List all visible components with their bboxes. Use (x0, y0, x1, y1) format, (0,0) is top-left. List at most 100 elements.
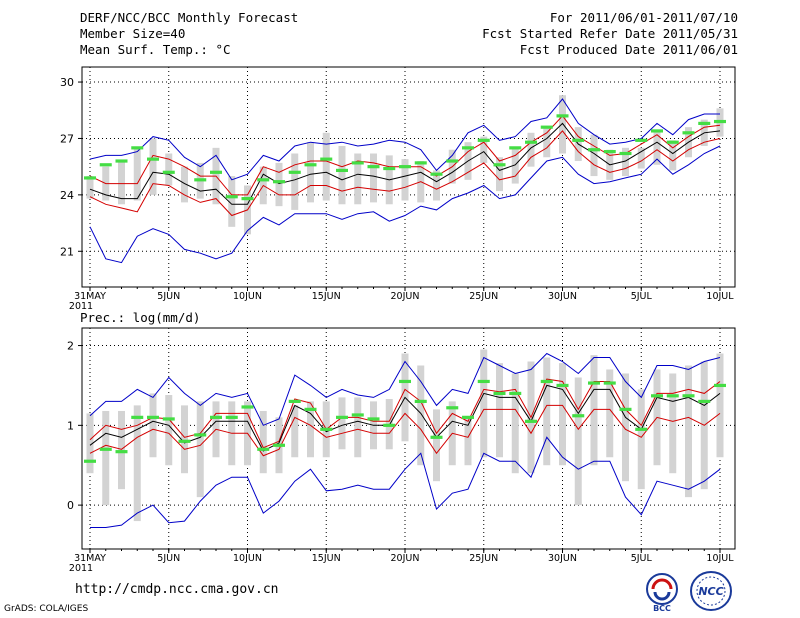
prec-spread-box (622, 373, 629, 482)
temp-spread-box (86, 176, 94, 199)
member-size: Member Size=40 (80, 26, 186, 41)
prec-spread-box (181, 405, 188, 474)
temp-observed-marker (540, 125, 553, 129)
temp-spread-box (433, 170, 440, 201)
prec-observed-marker (430, 435, 443, 439)
temp-spread-box (322, 132, 330, 201)
forecast-title: DERF/NCC/BCC Monthly Forecast (80, 10, 299, 25)
prec-spread-box (559, 363, 566, 466)
temp-observed-marker (477, 138, 490, 142)
prec-ensemble-mean-line (89, 384, 721, 452)
temp-observed-marker (194, 178, 207, 182)
prec-spread-box (496, 363, 503, 458)
temp-observed-marker (336, 168, 348, 173)
temp-xtick-sublabel: 2011 (69, 301, 93, 312)
temp-xtick-label: 10JUL (706, 291, 734, 302)
temp-spread-box (637, 147, 645, 169)
temp-upper-envelope-line (89, 98, 720, 181)
prec-observed-marker (446, 406, 459, 410)
source-url[interactable]: http://cmdp.ncc.cma.gov.cn (75, 582, 279, 597)
prec-lower-envelope-line (90, 436, 721, 528)
temp-observed-marker (131, 146, 144, 150)
prec-observed-marker (194, 433, 207, 437)
prec-spread-box (149, 393, 157, 458)
temp-spread-box (590, 134, 598, 177)
temp-observed-marker (462, 146, 474, 150)
header-left: DERF/NCC/BCC Monthly Forecast Member Siz… (80, 10, 298, 58)
prec-spread-box (543, 357, 551, 466)
prec-upper-envelope-line (89, 352, 721, 426)
prec-observed-marker (304, 407, 317, 411)
prec-spread-box (338, 397, 346, 450)
temp-spread-box (165, 153, 173, 186)
temp-xtick-label: 25JUN (469, 291, 498, 302)
temp-observed-marker (99, 163, 112, 167)
temp-spread-box (181, 166, 188, 203)
temp-xtick-label: 31MAY (74, 291, 106, 302)
temp-spread-box (559, 95, 566, 154)
prec-observed-marker (162, 417, 175, 421)
ncc-logo-icon: NCC (690, 571, 732, 611)
temp-spread-box (228, 176, 236, 227)
temp-observed-marker (603, 150, 616, 154)
header-right: For 2011/06/01-2011/07/10 Fcst Started R… (482, 10, 738, 58)
temp-spread-box (653, 130, 661, 165)
prec-panel-title: Prec.: log(mm/d) (80, 310, 200, 325)
prec-observed-marker (509, 391, 522, 396)
prec-observed-marker (257, 447, 270, 451)
temp-ytick-label: 30 (60, 76, 74, 89)
temp-observed-marker (367, 165, 380, 169)
temp-xtick-label: 5JUL (631, 291, 653, 302)
temp-observed-marker (351, 161, 364, 165)
prec-ytick-label: 0 (67, 499, 74, 512)
prec-spread-box (574, 377, 582, 506)
prec-xtick-label: 15JUN (312, 553, 341, 564)
fcst-produced-date: Fcst Produced Date 2011/06/01 (519, 42, 738, 57)
prec-spread-box (307, 401, 314, 458)
prec-observed-marker (619, 407, 632, 411)
prec-spread-box (259, 410, 267, 474)
prec-observed-marker (178, 439, 191, 443)
forecast-period: For 2011/06/01-2011/07/10 (549, 10, 738, 25)
temp-observed-marker (714, 119, 726, 124)
prec-xtick-label: 10JUL (706, 553, 734, 564)
prec-spread-box (464, 417, 472, 466)
prec-observed-marker (210, 415, 222, 419)
temp-observed-marker (210, 170, 222, 174)
prec-observed-marker (225, 415, 238, 419)
temp-observed-marker (446, 159, 459, 163)
prec-observed-marker (383, 423, 396, 427)
prec-observed-marker (635, 427, 648, 431)
temp-observed-marker (430, 172, 443, 176)
temp-lower-envelope-line (89, 145, 721, 264)
prec-observed-marker (477, 379, 490, 384)
prec-spread-box (196, 401, 204, 498)
temp-spread-box (669, 140, 677, 171)
temp-observed-marker (509, 146, 522, 150)
temp-spread-box (401, 159, 409, 201)
prec-observed-marker (336, 415, 348, 419)
prec-xtick-label: 31MAY (74, 553, 106, 564)
prec-spread-box (417, 365, 425, 466)
temp-observed-marker (241, 197, 254, 201)
prec-observed-marker (320, 427, 333, 431)
temp-observed-marker (525, 140, 537, 144)
temp-ytick-label: 27 (60, 132, 74, 145)
temp-spread-box (149, 138, 157, 195)
temp-spread-box (543, 127, 551, 158)
prec-observed-marker (666, 394, 679, 398)
prec-observed-marker (115, 450, 128, 454)
temp-spread-box (511, 147, 519, 184)
temp-lower-spread-line (89, 130, 721, 217)
temp-observed-marker (588, 148, 600, 152)
prec-observed-marker (572, 414, 585, 418)
temp-observed-marker (320, 157, 333, 161)
temp-observed-marker (666, 140, 679, 144)
prec-observed-marker (99, 447, 112, 451)
temp-spread-box (527, 132, 535, 167)
prec-observed-marker (288, 399, 301, 404)
temp-spread-box (307, 142, 314, 203)
prec-spread-box (354, 397, 362, 458)
